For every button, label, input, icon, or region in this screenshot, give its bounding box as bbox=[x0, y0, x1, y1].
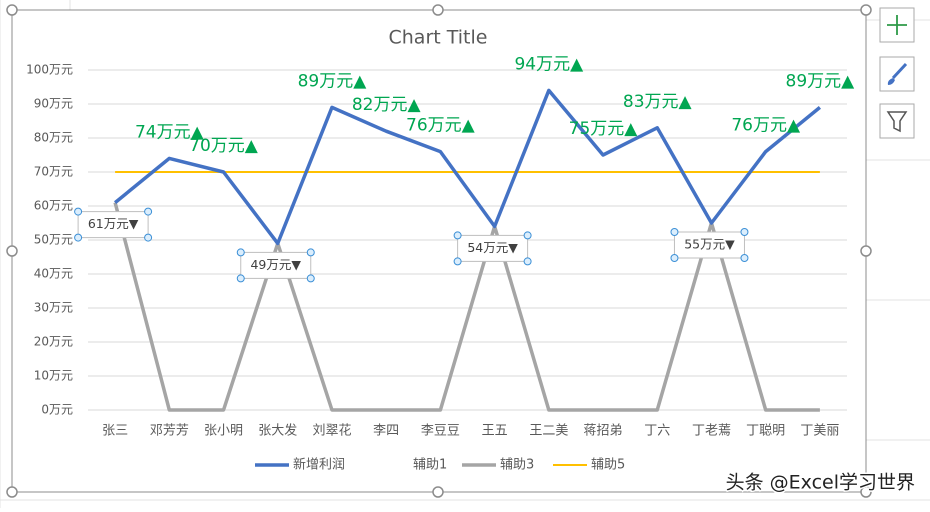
label-handle bbox=[74, 207, 83, 216]
label-handle bbox=[74, 233, 83, 242]
x-tick-label: 张小明 bbox=[204, 424, 243, 439]
data-label: 75万元▲ bbox=[569, 119, 639, 139]
label-box bbox=[240, 251, 312, 279]
x-tick-label: 刘翠花 bbox=[312, 423, 351, 439]
data-label: 76万元▲ bbox=[731, 116, 801, 136]
data-label: 82万元▲ bbox=[352, 95, 422, 115]
legend-label: 辅助5 bbox=[591, 458, 625, 473]
x-tick-label: 张三 bbox=[102, 424, 128, 439]
data-label: 83万元▲ bbox=[623, 92, 693, 112]
x-tick-label: 丁美丽 bbox=[800, 424, 839, 439]
y-tick-label: 0万元 bbox=[41, 403, 73, 417]
data-label: 74万元▲ bbox=[135, 122, 205, 142]
legend-label: 辅助3 bbox=[500, 458, 534, 473]
y-tick-label: 10万元 bbox=[34, 369, 73, 383]
y-tick-label: 40万元 bbox=[34, 267, 73, 281]
data-label: 49万元▼ bbox=[250, 257, 301, 272]
style-button[interactable] bbox=[879, 56, 915, 92]
x-tick-label: 邓芳芳 bbox=[150, 424, 189, 439]
label-handle bbox=[144, 207, 153, 216]
label-handle bbox=[523, 257, 532, 266]
add-element-button[interactable] bbox=[879, 7, 915, 43]
label-box bbox=[673, 231, 745, 259]
watermark: 头条 @Excel学习世界 bbox=[726, 472, 915, 494]
label-handle bbox=[306, 248, 315, 257]
y-tick-label: 30万元 bbox=[34, 301, 73, 315]
data-label: 89万元▲ bbox=[298, 71, 368, 91]
label-handle bbox=[740, 228, 749, 236]
x-tick-label: 丁老蔫 bbox=[692, 424, 731, 439]
x-tick-label: 张大发 bbox=[258, 423, 297, 439]
label-handle bbox=[740, 254, 749, 262]
y-tick-label: 50万元 bbox=[34, 233, 73, 247]
x-tick-label: 丁聪明 bbox=[746, 424, 785, 439]
label-handle bbox=[523, 231, 532, 240]
label-box bbox=[77, 211, 149, 239]
label-handle bbox=[236, 248, 245, 257]
label-box bbox=[457, 234, 529, 262]
y-tick-label: 20万元 bbox=[34, 335, 73, 349]
y-tick-label: 100万元 bbox=[26, 63, 73, 77]
y-tick-label: 70万元 bbox=[34, 165, 73, 179]
label-handle bbox=[236, 274, 245, 283]
x-tick-label: 王二美 bbox=[529, 424, 568, 439]
y-tick-label: 90万元 bbox=[34, 97, 73, 111]
x-tick-label: 李豆豆 bbox=[421, 424, 460, 439]
chart-title: Chart Title bbox=[389, 27, 488, 49]
data-label: 61万元▼ bbox=[88, 216, 139, 231]
data-label: 70万元▲ bbox=[189, 136, 259, 156]
data-label: 89万元▲ bbox=[786, 71, 856, 91]
y-tick-label: 60万元 bbox=[34, 199, 73, 213]
label-handle bbox=[453, 231, 462, 240]
selection-handles[interactable] bbox=[6, 4, 872, 498]
data-label: 54万元▼ bbox=[467, 240, 518, 255]
x-tick-label: 王五 bbox=[482, 424, 508, 439]
label-handle bbox=[453, 257, 462, 266]
label-handle bbox=[670, 254, 679, 262]
label-handle bbox=[144, 233, 153, 242]
data-label: 94万元▲ bbox=[514, 54, 584, 74]
x-tick-label: 李四 bbox=[373, 424, 399, 439]
label-handle bbox=[670, 228, 679, 236]
legend-label: 新增利润 bbox=[293, 457, 345, 473]
data-label: 55万元▼ bbox=[684, 237, 735, 252]
x-tick-label: 蒋招弟 bbox=[584, 424, 623, 439]
y-tick-label: 80万元 bbox=[34, 131, 73, 145]
series-line bbox=[114, 88, 821, 246]
filter-button[interactable] bbox=[879, 103, 915, 139]
x-tick-label: 丁六 bbox=[644, 424, 670, 439]
label-handle bbox=[306, 274, 315, 283]
data-label: 76万元▲ bbox=[406, 116, 476, 136]
legend-label: 辅助1 bbox=[413, 458, 447, 473]
